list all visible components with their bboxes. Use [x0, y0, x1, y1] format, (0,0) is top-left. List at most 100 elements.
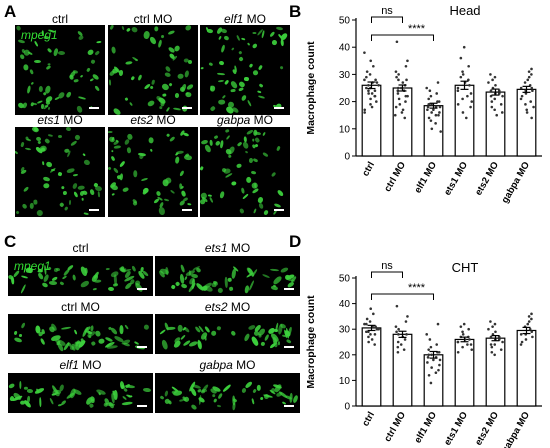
- data-point: [399, 343, 403, 346]
- data-point: [461, 333, 465, 336]
- data-point: [461, 330, 464, 334]
- y-tick-label: 20: [339, 350, 351, 361]
- data-point: [439, 130, 442, 133]
- data-point: [464, 116, 468, 120]
- data-point: [365, 317, 369, 321]
- data-point: [519, 333, 523, 336]
- image-label: ctrl MO: [108, 12, 198, 26]
- data-point: [489, 320, 492, 323]
- data-point: [397, 333, 400, 336]
- data-point: [499, 348, 503, 351]
- data-point: [427, 103, 431, 106]
- gene-name: elf1: [59, 358, 79, 372]
- data-point: [365, 70, 369, 73]
- data-point: [432, 108, 435, 112]
- data-point: [491, 325, 494, 328]
- data-point: [530, 67, 533, 71]
- data-point: [527, 75, 531, 79]
- data-point: [519, 97, 523, 101]
- data-point: [394, 105, 398, 109]
- data-point: [373, 89, 377, 93]
- data-point: [396, 86, 400, 90]
- gene-name: ets1: [204, 241, 228, 255]
- data-point: [493, 343, 497, 346]
- data-point: [374, 78, 377, 82]
- data-point: [501, 94, 504, 98]
- data-point: [425, 86, 429, 90]
- bar: [454, 84, 475, 157]
- bar: [392, 87, 413, 157]
- chart-cht: CHT Macrophage count 0 10 20 30 40 50 ctrl ctrl M…: [305, 260, 542, 448]
- data-point: [372, 64, 375, 68]
- data-point: [493, 322, 497, 326]
- data-point: [470, 100, 474, 103]
- data-point: [524, 103, 527, 106]
- y-axis-label: Macrophage count: [305, 41, 317, 135]
- x-tick-label: ctrl MO: [382, 410, 408, 444]
- data-point: [373, 94, 377, 98]
- data-point: [404, 100, 407, 103]
- label-text: MO: [60, 113, 83, 127]
- scale-bar: [284, 346, 294, 348]
- data-point: [469, 92, 473, 95]
- data-point: [523, 81, 527, 84]
- data-point: [530, 86, 534, 90]
- image-label: ctrl: [15, 12, 105, 26]
- label-text: ctrl MO: [133, 12, 173, 26]
- data-point: [426, 361, 429, 364]
- data-point: [526, 78, 530, 82]
- label-text: MO: [232, 358, 256, 372]
- data-point: [461, 345, 464, 349]
- data-point: [497, 335, 501, 339]
- data-point: [393, 113, 397, 117]
- data-point: [468, 338, 471, 341]
- data-point: [427, 353, 431, 357]
- data-point: [528, 327, 532, 331]
- y-tick-label: 10: [339, 124, 351, 135]
- label-text: MO: [243, 12, 267, 26]
- label-text: MO: [227, 241, 251, 255]
- data-point: [428, 338, 432, 341]
- bar: [485, 91, 506, 157]
- data-point: [370, 92, 374, 95]
- significance-label: ns: [381, 260, 393, 272]
- gene-name: gabpa: [199, 358, 233, 372]
- data-point: [456, 89, 460, 93]
- data-point: [530, 73, 533, 76]
- image-label: elf1 MO: [8, 358, 153, 372]
- x-tick-label: ets2 MO: [473, 160, 501, 198]
- image-label: gabpa MO: [200, 113, 290, 127]
- data-point: [456, 350, 460, 354]
- data-point: [373, 333, 377, 336]
- image-label: ets1 MO: [15, 113, 105, 127]
- panel-letter-d: D: [289, 232, 302, 251]
- data-point: [396, 350, 400, 354]
- data-point: [525, 108, 529, 112]
- scale-bar: [284, 288, 294, 290]
- data-point: [519, 343, 523, 346]
- data-point: [395, 330, 398, 334]
- data-point: [493, 97, 497, 101]
- data-point: [377, 327, 380, 331]
- data-point: [456, 340, 460, 344]
- data-point: [370, 338, 374, 341]
- y-tick-label: 30: [339, 70, 351, 81]
- x-tick-label: elf1 MO: [412, 160, 439, 195]
- data-point: [437, 113, 440, 117]
- label-text: MO: [250, 113, 274, 127]
- x-tick-label: elf1 MO: [412, 410, 439, 445]
- label-text: MO: [153, 113, 176, 127]
- data-point: [396, 340, 400, 344]
- micrograph-image: [200, 25, 290, 115]
- bar: [516, 329, 537, 407]
- data-point: [525, 111, 529, 114]
- data-point: [466, 343, 469, 346]
- data-point: [490, 350, 494, 354]
- significance-bracket: [371, 34, 434, 41]
- data-point: [404, 94, 408, 98]
- y-tick-label: 10: [339, 376, 351, 387]
- data-point: [429, 345, 433, 349]
- data-point: [367, 330, 370, 334]
- data-point: [429, 381, 433, 385]
- data-point: [530, 317, 533, 321]
